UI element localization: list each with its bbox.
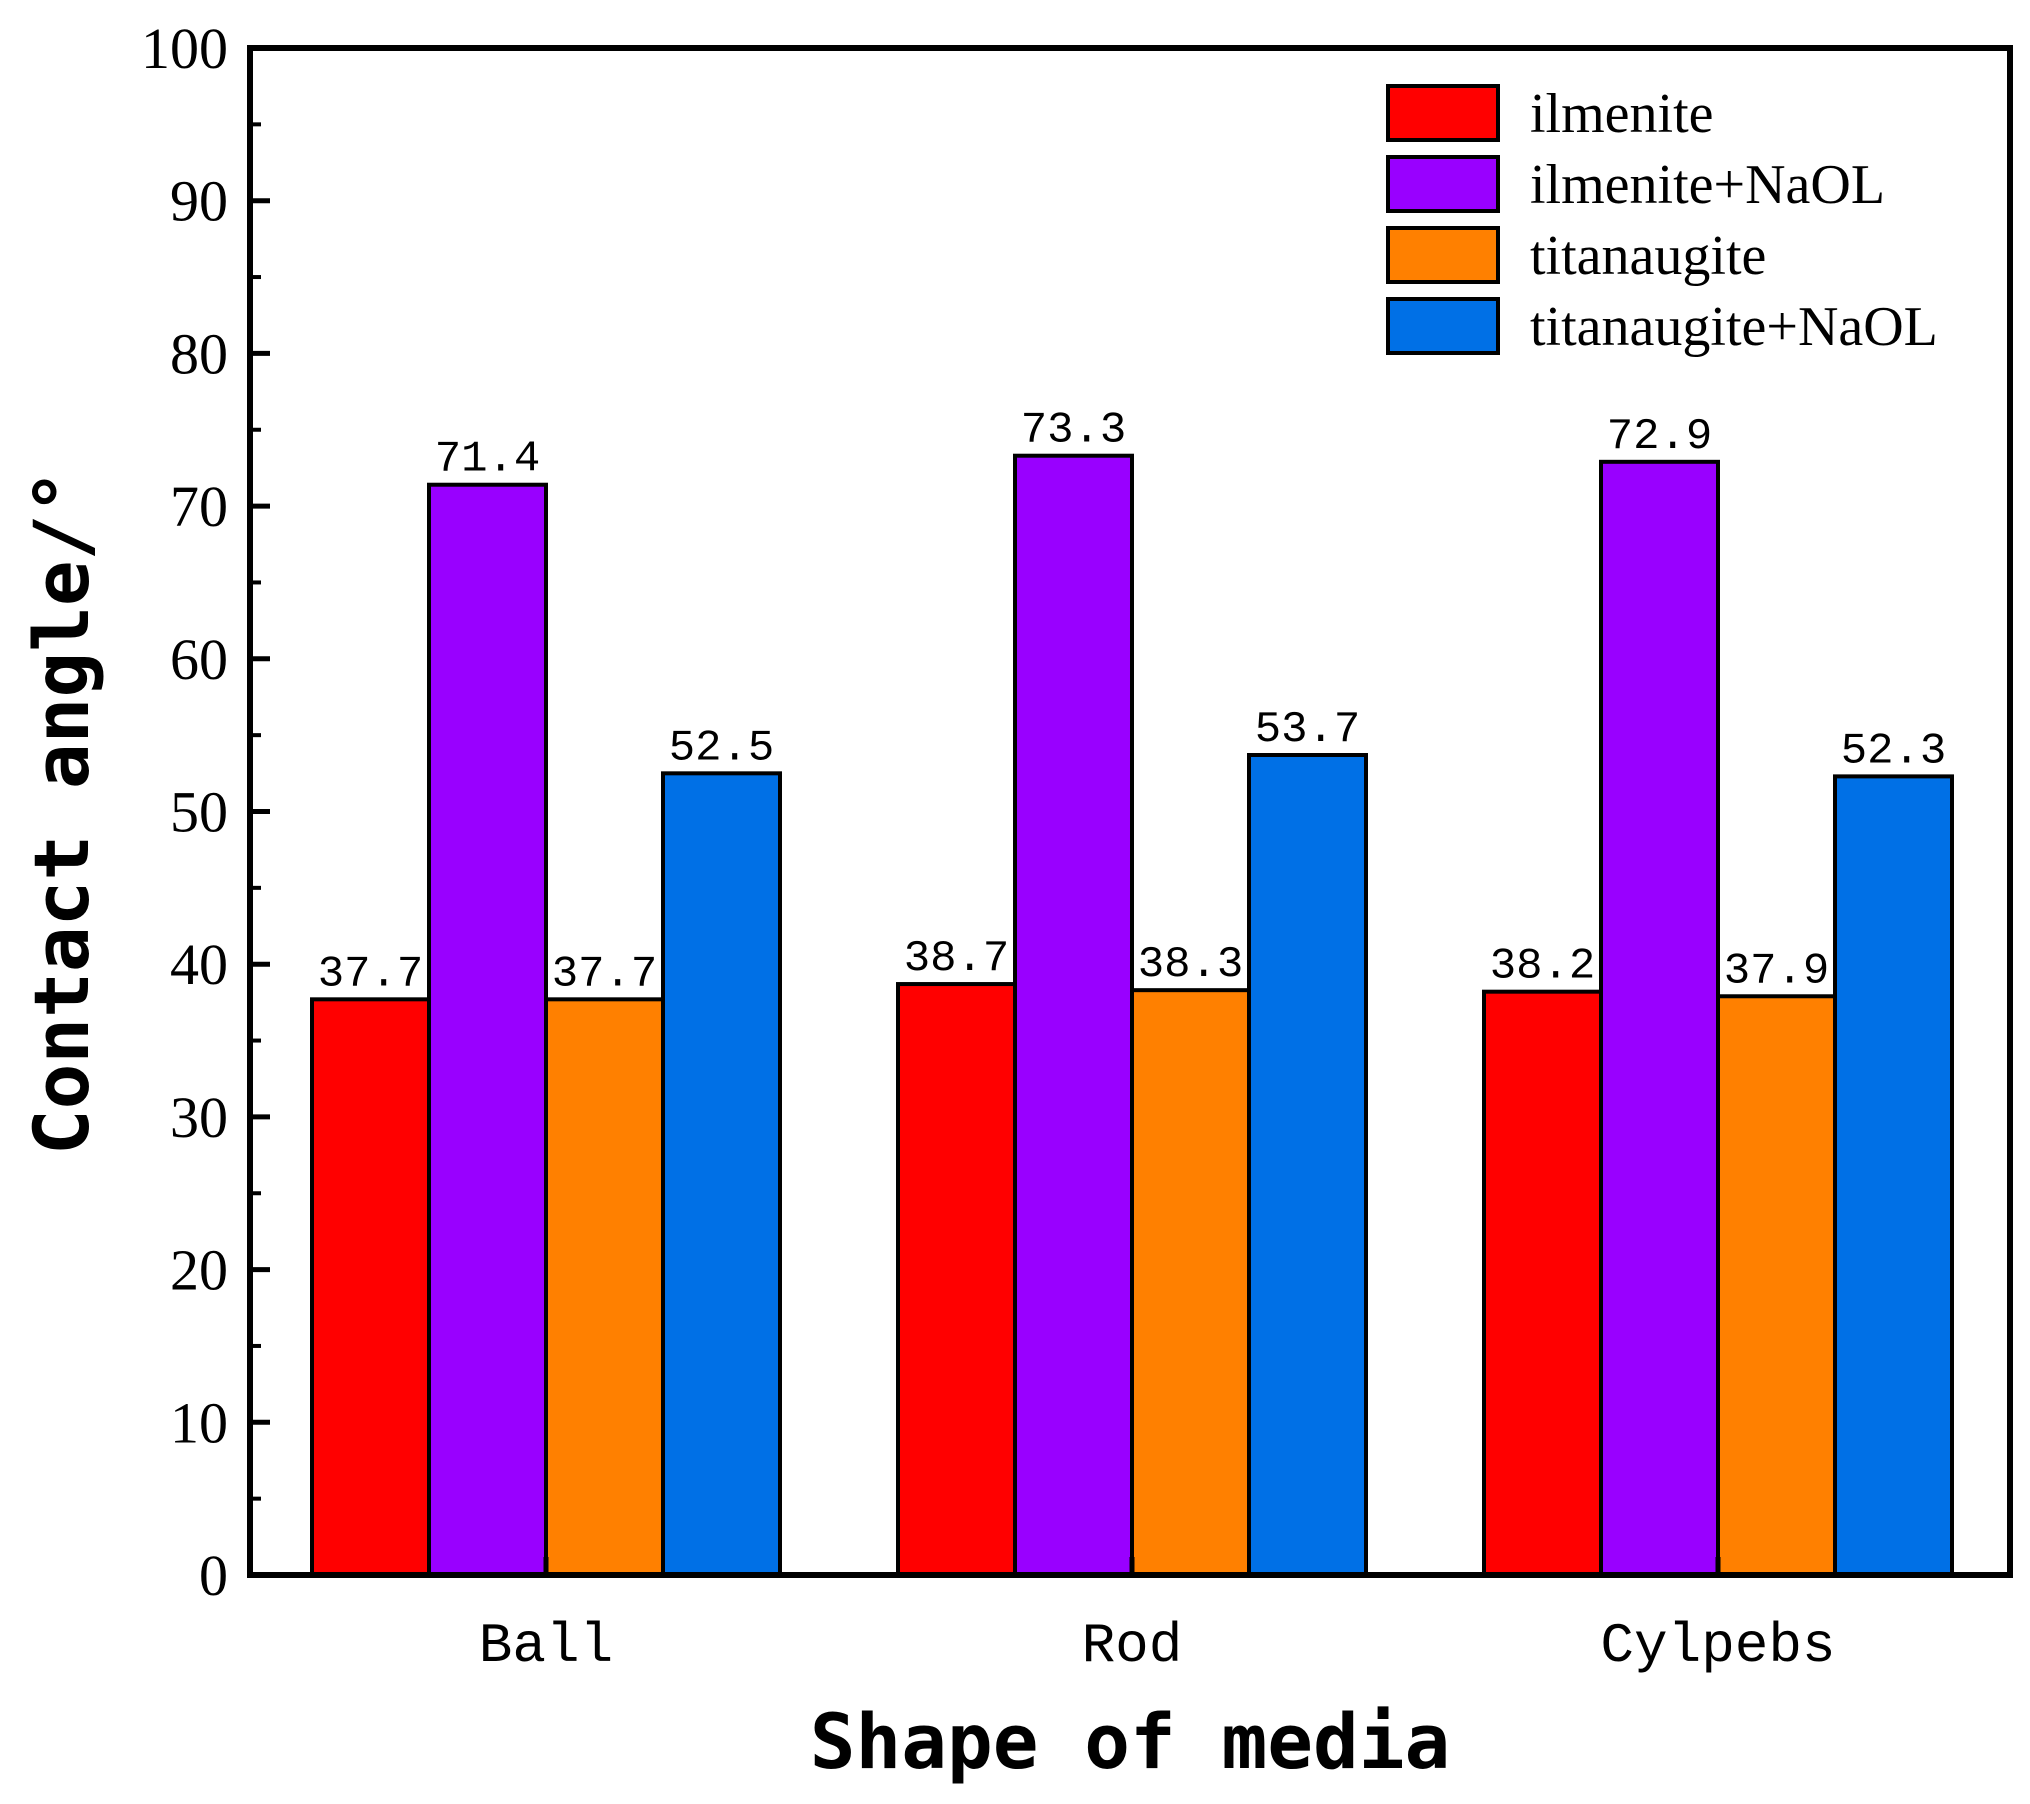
y-tick-label: 90 xyxy=(170,169,228,234)
bar-rod-titanaugite xyxy=(1130,988,1251,1577)
y-axis: 0 10 20 30 40 50 60 70 80 90 100 xyxy=(141,16,270,1608)
y-tick-label: 0 xyxy=(199,1543,228,1608)
legend-label: ilmenite xyxy=(1530,83,1714,145)
bar-rod-ilmenite xyxy=(896,982,1017,1577)
bar-ball-ilmenite xyxy=(310,997,431,1577)
data-label: 38.7 xyxy=(904,934,1010,984)
y-tick-label: 80 xyxy=(170,321,228,386)
data-label: 37.7 xyxy=(318,949,424,999)
legend-swatch xyxy=(1386,84,1500,142)
data-label: 38.2 xyxy=(1490,942,1596,992)
y-tick-label: 50 xyxy=(170,780,228,845)
data-label: 52.5 xyxy=(669,723,775,773)
y-tick-label: 20 xyxy=(170,1238,228,1303)
x-category-label: Rod xyxy=(1082,1614,1183,1678)
data-label: 71.4 xyxy=(435,435,541,485)
y-tick-label: 30 xyxy=(170,1085,228,1150)
bar-cylpebs-titanaugite-naol xyxy=(1833,774,1954,1577)
y-tick-label: 10 xyxy=(170,1390,228,1455)
x-category-label: Ball xyxy=(479,1614,613,1678)
data-label: 52.3 xyxy=(1841,726,1947,776)
bar-ball-titanaugite xyxy=(544,997,665,1577)
bars-layer: 37.7 71.4 37.7 52.5 38.7 73.3 38.3 53.7 38.2 72.9… xyxy=(310,406,1954,1578)
legend-label: titanaugite xyxy=(1530,225,1766,287)
bar-cylpebs-ilmenite-naol xyxy=(1599,459,1720,1577)
data-label: 38.3 xyxy=(1138,940,1244,990)
legend-label: ilmenite+NaOL xyxy=(1530,154,1885,216)
data-label: 37.7 xyxy=(552,949,658,999)
legend-swatch xyxy=(1386,155,1500,213)
data-label: 37.9 xyxy=(1724,946,1830,996)
x-axis: Ball Rod Cylpebs xyxy=(479,1557,1836,1678)
y-tick-label: 100 xyxy=(141,16,228,81)
y-tick-label: 60 xyxy=(170,627,228,692)
bar-ball-ilmenite-naol xyxy=(427,482,548,1577)
legend-swatch xyxy=(1386,226,1500,284)
y-tick-label: 70 xyxy=(170,474,228,539)
y-axis-title: Contact angle/° xyxy=(17,469,106,1155)
bar-cylpebs-ilmenite xyxy=(1482,989,1603,1577)
data-label: 72.9 xyxy=(1607,412,1713,462)
bar-rod-titanaugite-naol xyxy=(1247,753,1368,1577)
bar-rod-ilmenite-naol xyxy=(1013,453,1134,1578)
bar-ball-titanaugite-naol xyxy=(661,771,782,1577)
data-label: 53.7 xyxy=(1255,705,1361,755)
legend-swatch xyxy=(1386,297,1500,355)
x-axis-title: Shape of media xyxy=(810,1697,1451,1786)
bar-cylpebs-titanaugite xyxy=(1716,994,1837,1577)
x-category-label: Cylpebs xyxy=(1600,1614,1835,1678)
legend: ilmenite ilmenite+NaOL titanaugite titanaug… xyxy=(1386,83,1938,358)
data-label: 73.3 xyxy=(1021,406,1127,456)
y-tick-label: 40 xyxy=(170,932,228,997)
legend-label: titanaugite+NaOL xyxy=(1530,296,1938,358)
